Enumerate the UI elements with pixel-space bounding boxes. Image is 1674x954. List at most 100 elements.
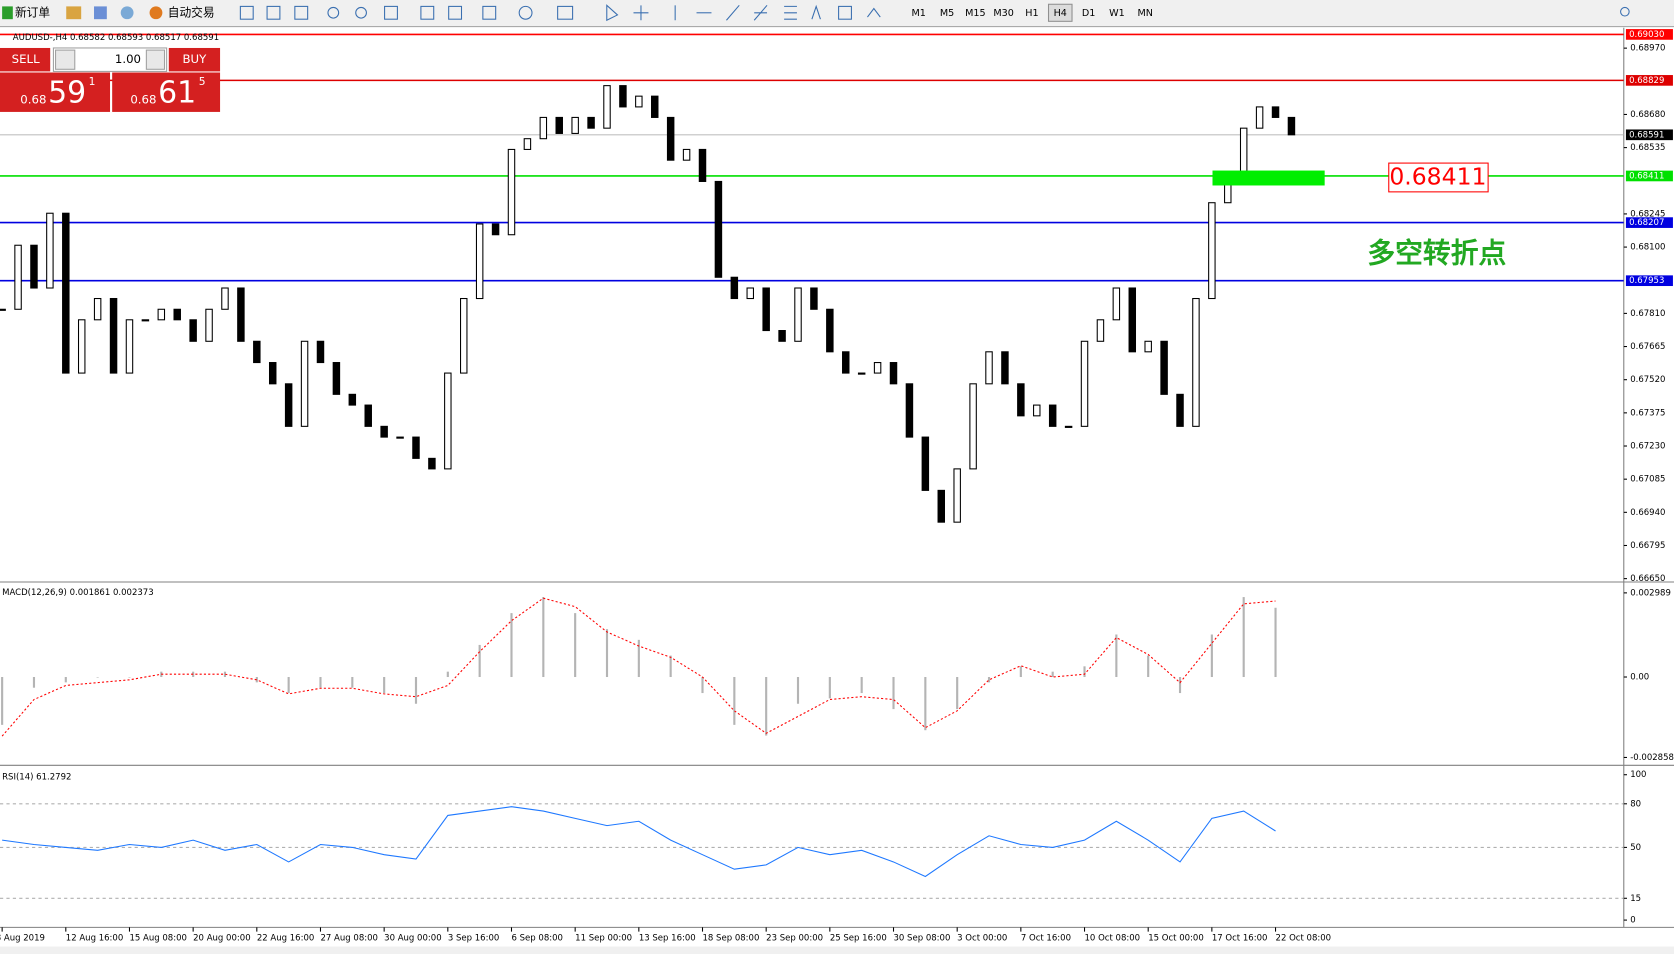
volume-up[interactable]	[145, 49, 166, 70]
buy-button[interactable]	[168, 47, 221, 72]
rsi-title: RSI(14) 61.2792	[2, 773, 71, 783]
tool-icon[interactable]	[294, 5, 309, 20]
sell-label[interactable]: SELL	[12, 52, 40, 66]
tool-icon[interactable]	[482, 5, 497, 20]
x-tick-label: 25 Sep 16:00	[830, 934, 887, 944]
tool-icon[interactable]	[557, 5, 574, 20]
candle	[109, 297, 118, 374]
toolbar-icon[interactable]	[94, 6, 107, 20]
timeframe-button[interactable]: H1	[1025, 8, 1038, 19]
tool-icon[interactable]	[420, 5, 435, 20]
candle	[603, 85, 611, 129]
y-tick-label: 0.68100	[1630, 243, 1665, 253]
sell-button[interactable]	[0, 47, 51, 72]
macd-bar	[765, 677, 768, 736]
candle	[125, 319, 134, 374]
toolbar-icon[interactable]	[66, 6, 82, 20]
text-tool[interactable]	[811, 4, 821, 20]
auto-trading-icon[interactable]	[149, 6, 163, 20]
tool-icon[interactable]	[239, 5, 254, 20]
macd-bar	[605, 629, 609, 678]
annotation-price: 0.68411	[1389, 163, 1486, 191]
x-tick-label: 12 Aug 16:00	[66, 934, 123, 944]
macd-title: MACD(12,26,9) 0.001861 0.002373	[2, 588, 154, 598]
new-order-button[interactable]: 新订单	[15, 5, 50, 19]
toolbar-icon[interactable]	[120, 6, 134, 20]
y-tick-label: 0.68970	[1630, 44, 1665, 54]
trendline-tool[interactable]	[726, 4, 740, 21]
x-tick-label: 22 Aug 16:00	[257, 934, 314, 944]
timeframe-button[interactable]: W1	[1109, 8, 1125, 19]
fibo-tool[interactable]	[784, 5, 797, 20]
candle	[14, 244, 22, 310]
zoom-out[interactable]	[355, 6, 367, 19]
arrow-tool[interactable]	[867, 7, 881, 18]
macd-bar	[796, 677, 800, 704]
channel-tool[interactable]	[753, 4, 768, 21]
candle	[523, 138, 532, 150]
candle	[953, 468, 961, 523]
level-price-label: 0.69030	[1629, 30, 1664, 40]
crosshair-tool[interactable]	[633, 5, 649, 21]
macd-bar	[32, 677, 36, 688]
candle	[1064, 425, 1073, 428]
level-price-box	[1625, 275, 1673, 287]
x-tick-label: 30 Aug 00:00	[384, 934, 441, 944]
candle	[778, 330, 786, 342]
macd-bar	[64, 677, 67, 683]
y-tick-label: 0.00	[1630, 673, 1649, 683]
volume-value[interactable]: 1.00	[115, 52, 141, 66]
y-tick-label: 0.002989	[1630, 588, 1671, 598]
timeframe-button[interactable]: M5	[940, 8, 954, 19]
level-price-box	[1625, 217, 1673, 228]
tool-icon[interactable]	[384, 5, 398, 20]
macd-bar	[1, 677, 4, 725]
buy-label[interactable]: BUY	[183, 52, 208, 66]
y-tick-label: 0	[1630, 916, 1635, 926]
candle	[762, 287, 770, 332]
level-price-label: 0.68411	[1629, 171, 1664, 181]
x-tick-label: 3 Oct 00:00	[957, 934, 1007, 944]
candle	[0, 308, 6, 311]
level-price-box	[1625, 29, 1673, 40]
level-price-box	[1625, 170, 1673, 182]
search-icon[interactable]	[1620, 6, 1630, 17]
volume-down[interactable]	[55, 49, 76, 70]
tool-icon[interactable]	[266, 5, 281, 20]
candle	[1080, 340, 1089, 427]
candle	[173, 308, 181, 321]
timeframe-button[interactable]: D1	[1082, 8, 1096, 19]
candle	[268, 362, 277, 385]
bid-box[interactable]	[0, 72, 111, 112]
x-tick-label: 23 Sep 00:00	[766, 934, 823, 944]
macd-bar	[446, 671, 449, 678]
timeframe-button[interactable]: M1	[912, 8, 926, 19]
candle	[587, 116, 595, 129]
cursor-tool[interactable]	[606, 4, 619, 22]
volume-box[interactable]	[52, 47, 168, 72]
macd-bar	[574, 613, 577, 678]
y-tick-label: 0.68535	[1630, 143, 1665, 153]
timeframe-button[interactable]: H4	[1054, 8, 1067, 19]
tool-icon[interactable]	[448, 5, 463, 20]
candle	[1271, 106, 1280, 118]
candle	[873, 362, 882, 374]
timeframe-button[interactable]: M15	[965, 8, 986, 19]
label-tool[interactable]	[838, 5, 852, 20]
auto-trading-button[interactable]: 自动交易	[168, 5, 215, 19]
y-tick-label: 0.67085	[1630, 475, 1665, 485]
new-order-icon[interactable]	[2, 6, 13, 20]
macd-bar	[1178, 677, 1182, 694]
bid-big: 59	[48, 75, 86, 110]
candle	[237, 287, 245, 342]
candle	[507, 148, 516, 236]
candle	[794, 287, 802, 342]
tool-icon[interactable]	[518, 5, 533, 20]
zoom-in[interactable]	[327, 6, 340, 19]
ask-box[interactable]	[112, 72, 221, 112]
timeframe-button[interactable]: M30	[993, 8, 1014, 19]
macd-bar	[860, 677, 863, 694]
candle	[969, 383, 977, 470]
timeframe-button[interactable]: MN	[1137, 8, 1152, 19]
